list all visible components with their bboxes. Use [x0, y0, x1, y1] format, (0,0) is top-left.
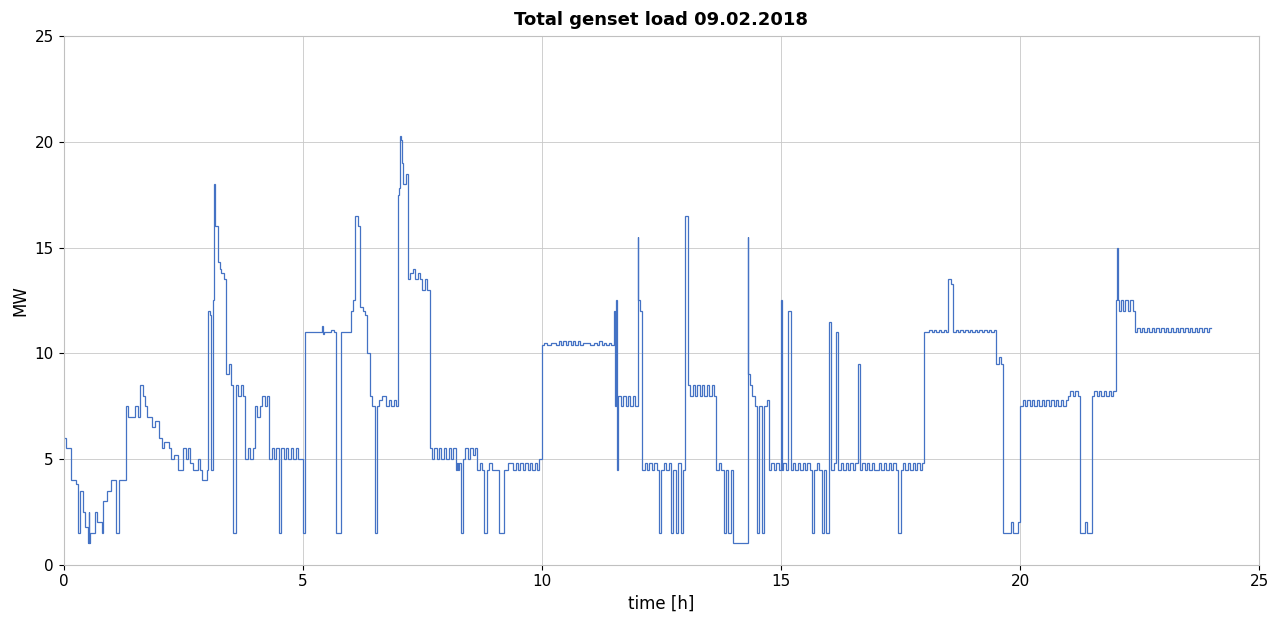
X-axis label: time [h]: time [h] — [628, 595, 695, 613]
Y-axis label: MW: MW — [12, 285, 29, 316]
Title: Total genset load 09.02.2018: Total genset load 09.02.2018 — [515, 11, 809, 29]
